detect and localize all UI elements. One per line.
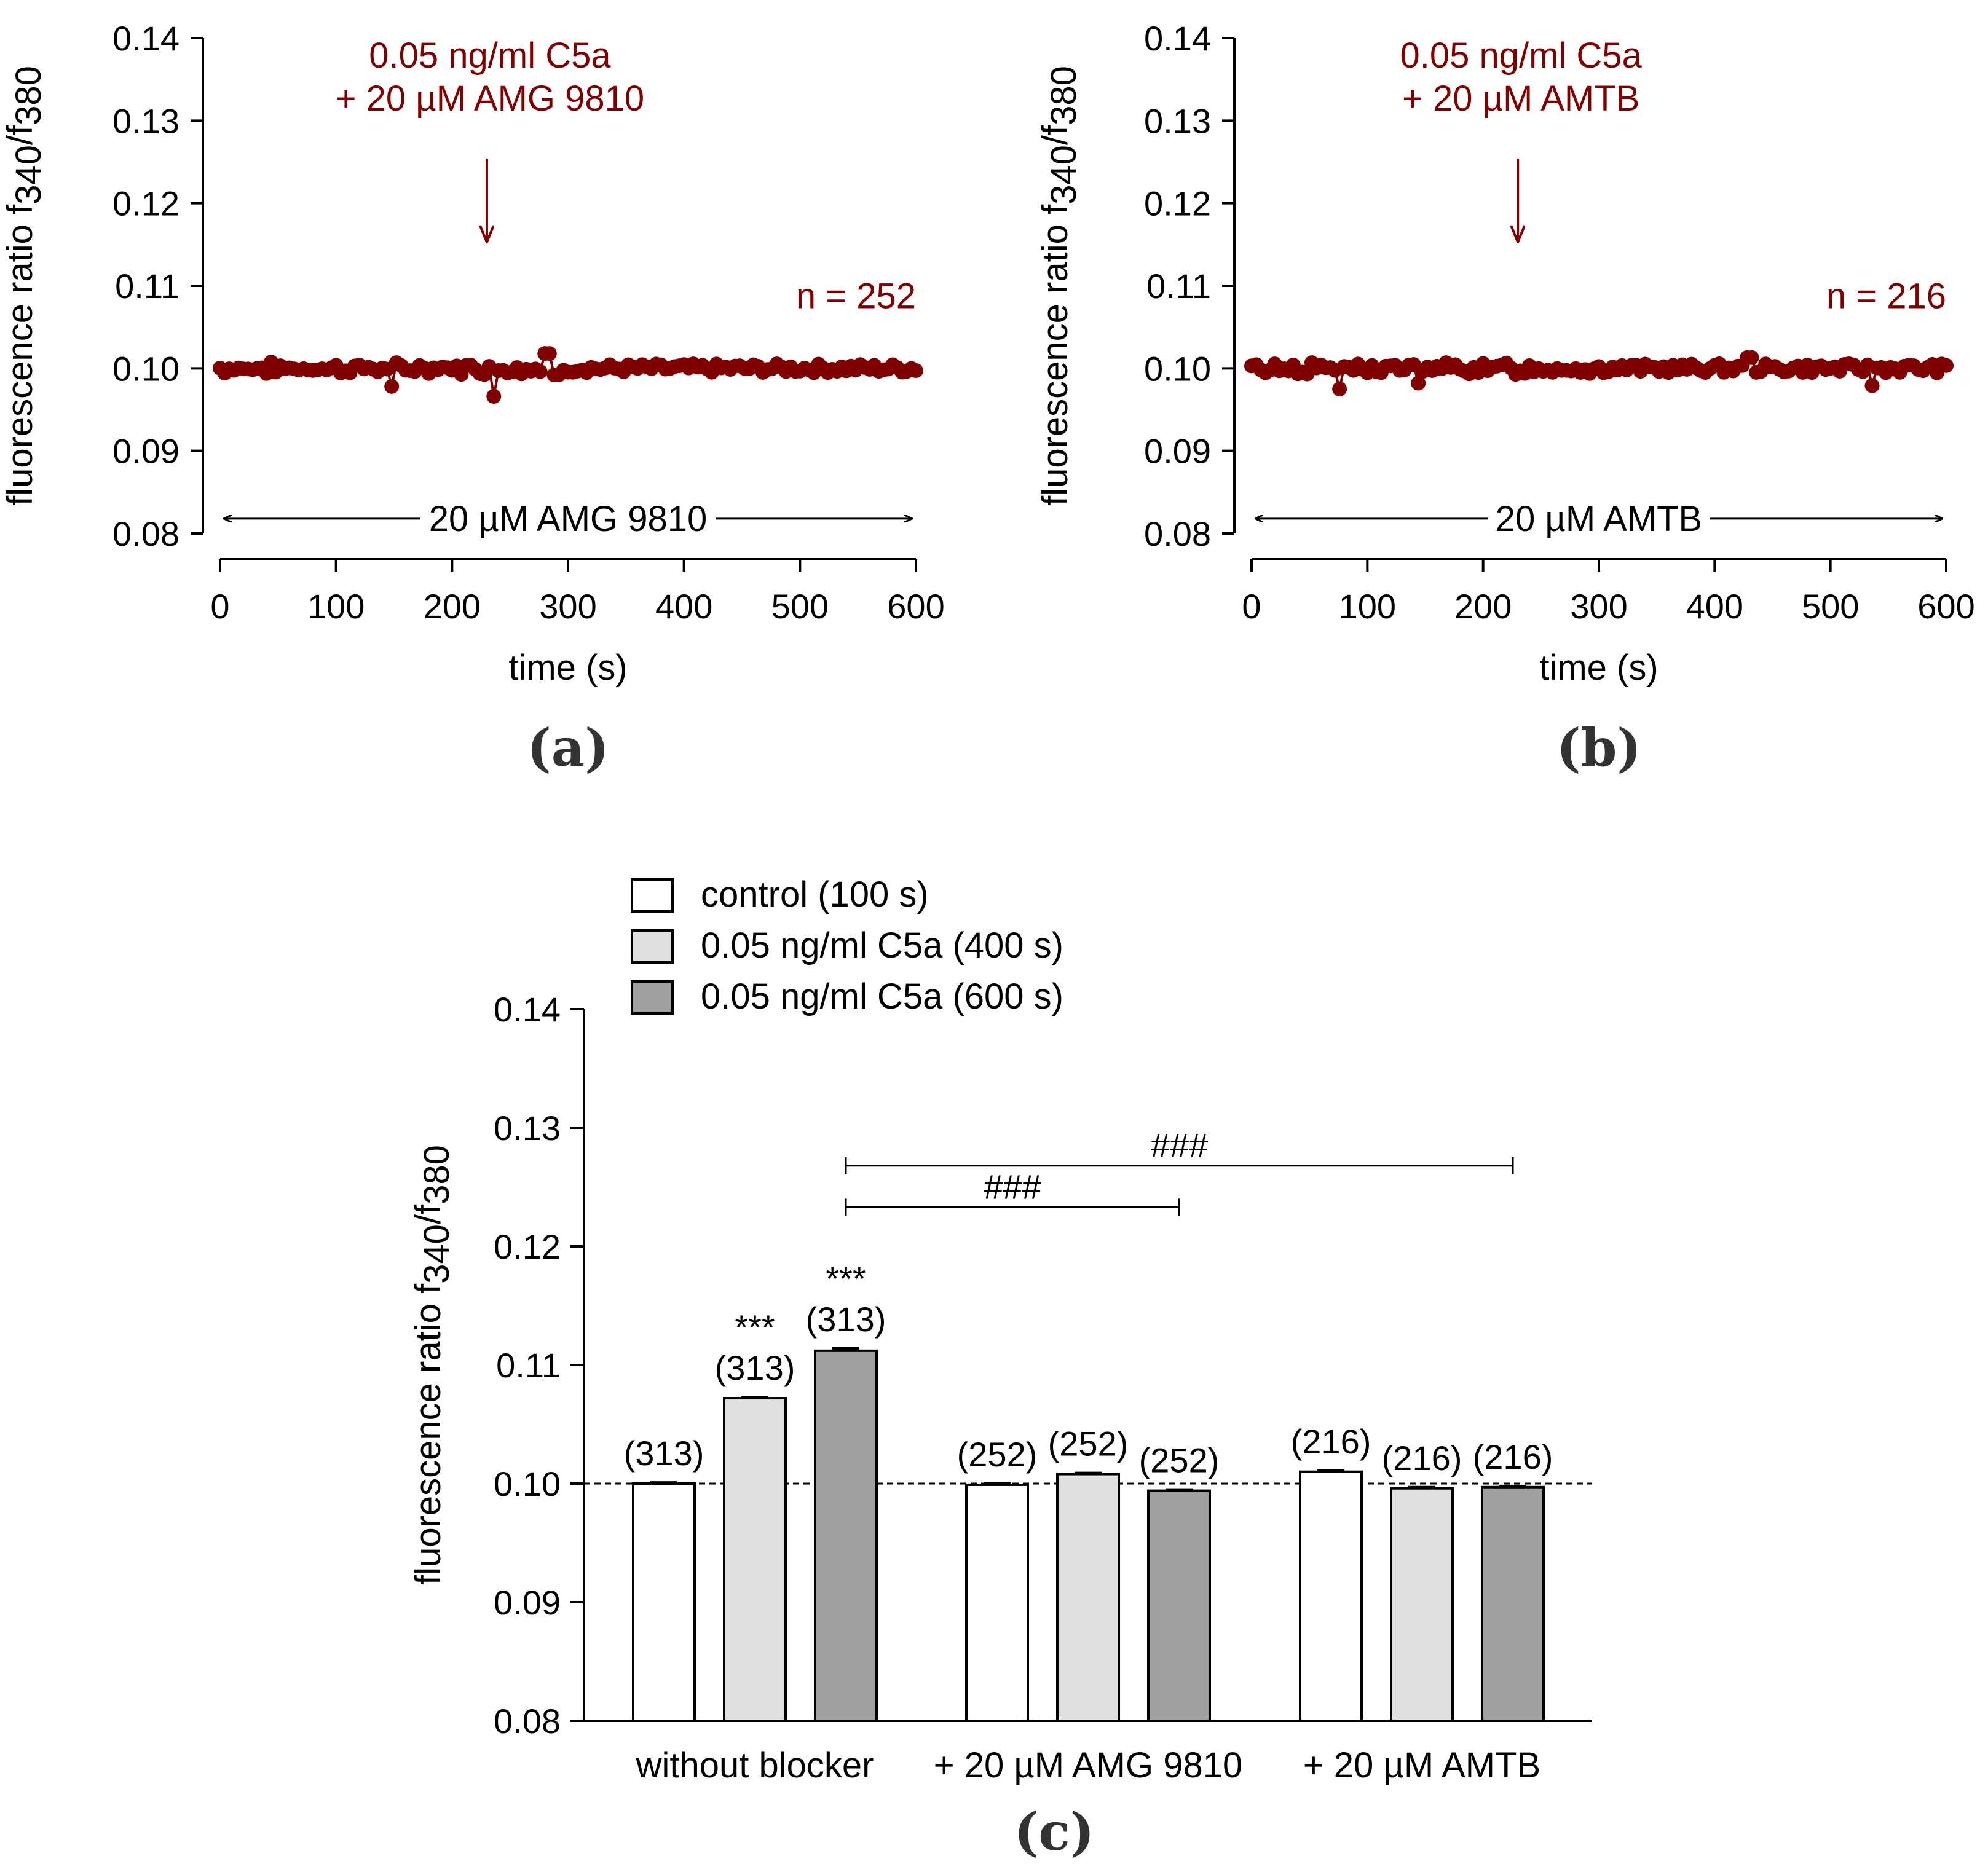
c-legend-swatch [631, 929, 674, 964]
c-bar [1390, 1487, 1454, 1722]
c-n-label: (216) [1473, 1437, 1553, 1476]
c-significance-label: *** [826, 1259, 866, 1298]
c-y-tick-label: 0.09 [494, 1583, 561, 1622]
c-legend-label: control (100 s) [701, 875, 929, 914]
c-bar [965, 1483, 1029, 1722]
a-y-tick-label: 0.13 [112, 101, 179, 140]
c-bar [1299, 1470, 1363, 1722]
c-n-label: (313) [806, 1300, 886, 1339]
c-bar [1481, 1485, 1545, 1723]
b-stimulus-label-1: 0.05 ng/ml C5a [1400, 36, 1642, 76]
c-bar [814, 1349, 878, 1723]
a-n-label: n = 252 [796, 276, 916, 316]
b-trace-point [1864, 378, 1880, 393]
c-group-label: + 20 µM AMG 9810 [934, 1745, 1243, 1785]
c-legend-label: 0.05 ng/ml C5a (600 s) [701, 977, 1063, 1017]
c-y-tick-label: 0.08 [494, 1702, 561, 1740]
b-trace-point [1411, 376, 1426, 391]
c-n-label: (313) [624, 1434, 704, 1473]
a-x-axis-label: time (s) [508, 648, 627, 688]
a-trace-point [909, 363, 923, 379]
b-y-tick-label: 0.12 [1144, 184, 1211, 223]
c-group-label: without blocker [636, 1745, 874, 1785]
a-y-tick-label: 0.10 [112, 349, 179, 388]
c-y-tick-label: 0.12 [494, 1227, 561, 1266]
a-x-tick-label: 100 [307, 587, 365, 626]
b-y-tick-label: 0.08 [1144, 514, 1211, 553]
c-bar [1056, 1473, 1120, 1723]
c-n-label: (252) [1139, 1441, 1220, 1480]
b-x-tick-label: 500 [1802, 587, 1859, 626]
a-y-tick-label: 0.14 [112, 19, 179, 58]
b-y-tick-label: 0.09 [1144, 432, 1211, 471]
a-y-tick-label: 0.12 [112, 184, 179, 223]
a-trace-point [532, 364, 548, 379]
b-x-axis-label: time (s) [1539, 648, 1658, 688]
b-x-tick-label: 400 [1686, 587, 1743, 626]
a-trace-point [384, 379, 400, 394]
b-y-axis-label: fluorescence ratio f340/f380 [1035, 66, 1084, 506]
b-blocker-label: 20 µM AMTB [1496, 499, 1702, 539]
c-n-label: (216) [1291, 1422, 1371, 1461]
c-y-tick-label: 0.11 [496, 1346, 561, 1385]
a-x-tick-label: 400 [655, 587, 712, 626]
b-x-tick-label: 0 [1242, 587, 1261, 626]
b-x-tick-label: 100 [1339, 587, 1396, 626]
c-legend-swatch [631, 980, 674, 1015]
a-panel: 0.08 0.09 0.10 0.11 0.12 0.13 0.14 0 100 200 300 40… [112, 19, 945, 778]
c-significance-label: *** [735, 1308, 775, 1347]
a-stimulus-label-2: + 20 µM AMG 9810 [336, 79, 645, 119]
c-bar [723, 1397, 787, 1723]
a-y-tick-label: 0.09 [112, 432, 179, 471]
a-y-tick-label: 0.08 [112, 514, 179, 553]
c-legend-swatch [631, 878, 674, 913]
a-y-axis-label: fluorescence ratio f340/f380 [0, 66, 49, 506]
a-trace-point [486, 389, 502, 404]
b-stimulus-label-2: + 20 µM AMTB [1402, 79, 1639, 119]
a-stimulus-label-1: 0.05 ng/ml C5a [369, 36, 611, 76]
c-n-label: (313) [715, 1348, 795, 1387]
b-n-label: n = 216 [1826, 276, 1946, 316]
b-x-tick-label: 600 [1917, 587, 1974, 626]
c-panel-label: (c) [1014, 1801, 1095, 1862]
b-y-tick-label: 0.13 [1144, 101, 1211, 140]
c-legend-label: 0.05 ng/ml C5a (400 s) [701, 926, 1063, 965]
b-trace-point [1744, 350, 1759, 365]
b-x-tick-label: 300 [1570, 587, 1627, 626]
a-x-tick-label: 300 [539, 587, 596, 626]
a-x-tick-label: 0 [210, 587, 229, 626]
c-comparison-label: ### [1151, 1126, 1208, 1165]
c-y-axis-label: fluorescence ratio f340/f380 [408, 1145, 457, 1585]
b-panel-label: (b) [1556, 717, 1641, 778]
c-group-label: + 20 µM AMTB [1303, 1745, 1540, 1785]
b-x-tick-label: 200 [1454, 587, 1512, 626]
c-n-label: (252) [957, 1435, 1038, 1474]
a-blocker-label: 20 µM AMG 9810 [429, 499, 708, 539]
c-y-tick-label: 0.13 [494, 1109, 561, 1147]
c-comparison-label: ### [984, 1167, 1041, 1206]
a-panel-label: (a) [527, 717, 609, 778]
c-panel: 0.080.090.100.110.120.130.14(313)(313)**… [494, 875, 1592, 1862]
c-n-label: (252) [1048, 1425, 1129, 1463]
a-x-tick-label: 200 [424, 587, 481, 626]
b-y-tick-label: 0.11 [1146, 267, 1211, 305]
b-trace-point [1939, 358, 1954, 373]
c-bar [632, 1482, 696, 1722]
b-panel: 0.08 0.09 0.10 0.11 0.12 0.13 0.14 0 100 200 300 40… [1144, 19, 1975, 778]
c-n-label: (216) [1382, 1439, 1462, 1477]
b-y-tick-label: 0.10 [1144, 349, 1211, 388]
a-x-tick-label: 500 [771, 587, 829, 626]
a-x-tick-label: 600 [887, 587, 944, 626]
a-trace-point [542, 346, 557, 361]
c-y-tick-label: 0.10 [494, 1465, 561, 1503]
c-y-tick-label: 0.14 [494, 990, 561, 1029]
b-y-tick-label: 0.14 [1144, 19, 1211, 58]
b-trace-point [1332, 381, 1347, 396]
a-y-tick-label: 0.11 [115, 267, 179, 305]
c-bar [1147, 1489, 1211, 1723]
